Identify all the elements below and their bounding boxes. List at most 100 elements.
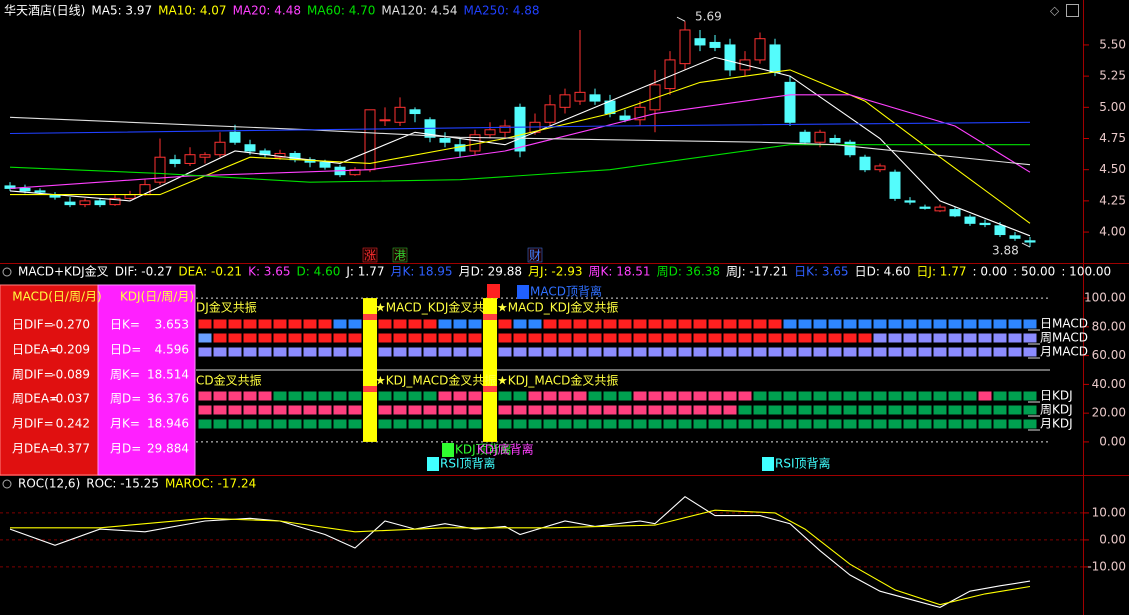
y-tick-label: 100.00 (1084, 291, 1126, 305)
signal-cell (498, 405, 512, 415)
signal-cell (678, 319, 692, 329)
signal-cell (858, 319, 872, 329)
signal-cell (228, 405, 242, 415)
signal-cell (243, 419, 257, 429)
signal-cell (963, 333, 977, 343)
signal-cell (978, 333, 992, 343)
signal-cell (273, 333, 287, 343)
signal-cell (648, 319, 662, 329)
candle-body (709, 41, 721, 48)
y-tick-label: 10.00 (1092, 505, 1126, 519)
signal-cell (528, 419, 542, 429)
header-text: DEA: -0.21 (178, 265, 242, 279)
signal-cell (273, 405, 287, 415)
signal-cell (228, 333, 242, 343)
signal-cell (663, 347, 677, 357)
signal-cell (378, 319, 392, 329)
row-label: 周KDJ (1040, 403, 1073, 417)
signal-cell (258, 333, 272, 343)
candle-body (499, 125, 511, 133)
window-button[interactable] (1066, 4, 1079, 17)
event-marker-label: 涨 (364, 248, 376, 263)
highlight-accent (483, 314, 497, 320)
signal-cell (318, 333, 332, 343)
header-text: MA60: 4.70 (307, 4, 375, 18)
table-value: -0.089 (51, 368, 90, 382)
signal-cell (798, 347, 812, 357)
signal-cell (588, 405, 602, 415)
signal-cell (633, 333, 647, 343)
signal-cell (213, 347, 227, 357)
table-label: 月DIF= (12, 417, 54, 431)
header-text: : 100.00 (1061, 265, 1111, 279)
table-value: 18.514 (147, 368, 189, 382)
candle-body (769, 44, 781, 73)
header-text: MA250: 4.88 (463, 4, 539, 18)
signal-cell (498, 419, 512, 429)
signal-cell (948, 319, 962, 329)
candle-body (649, 84, 661, 111)
signal-cell (1008, 405, 1022, 415)
signal-cell (963, 405, 977, 415)
table-label: 周D= (110, 392, 141, 406)
table-value: -0.037 (51, 392, 90, 406)
signal-cell (243, 405, 257, 415)
signal-cell (1008, 333, 1022, 343)
signal-cell (243, 319, 257, 329)
signal-cell (513, 319, 527, 329)
signal-cell (963, 391, 977, 401)
signal-cell (753, 333, 767, 343)
signal-cell (243, 347, 257, 357)
signal-cell (738, 391, 752, 401)
event-marker-label: 港 (394, 249, 406, 263)
signal-cell (828, 405, 842, 415)
candle-body (574, 91, 586, 102)
signal-cell (663, 405, 677, 415)
signal-cell (273, 391, 287, 401)
table-label: 周DIF= (12, 368, 54, 382)
signal-cell (978, 419, 992, 429)
candle-body (814, 131, 826, 143)
signal-cell (873, 419, 887, 429)
signal-cell (288, 333, 302, 343)
signal-cell (318, 391, 332, 401)
signal-cell (588, 319, 602, 329)
candle-body (214, 141, 226, 156)
signal-cell (198, 391, 212, 401)
signal-cell (228, 419, 242, 429)
signal-cell (933, 391, 947, 401)
table-label: 周DEA= (12, 392, 59, 406)
signal-cell (558, 319, 572, 329)
candle-body (19, 187, 31, 192)
signal-cell (933, 347, 947, 357)
candle-body (169, 159, 181, 164)
signal-cell (888, 319, 902, 329)
signal-cell (618, 391, 632, 401)
signal-cell (393, 333, 407, 343)
diamond-icon[interactable]: ◇ (1050, 4, 1060, 18)
row-label: 日KDJ (1040, 389, 1073, 403)
candle-body (34, 190, 46, 193)
signal-cell (333, 391, 347, 401)
signal-cell (318, 319, 332, 329)
signal-cell (213, 405, 227, 415)
signal-cell (1023, 405, 1037, 415)
label-box (442, 443, 454, 457)
candle-body (514, 106, 526, 152)
highlight-accent (483, 386, 497, 392)
signal-cell (303, 347, 317, 357)
candle-body (724, 44, 736, 71)
header-text: : 0.00 (973, 265, 1008, 279)
signal-cell (978, 391, 992, 401)
y-tick-label: 5.50 (1099, 37, 1126, 51)
y-tick-label: 4.00 (1099, 225, 1126, 239)
candle-body (379, 119, 391, 122)
signal-cell (873, 405, 887, 415)
signal-cell (528, 391, 542, 401)
row-label: 周MACD (1040, 331, 1088, 345)
signal-cell (978, 405, 992, 415)
signal-cell (873, 391, 887, 401)
signal-cell (528, 333, 542, 343)
signal-cell (558, 405, 572, 415)
